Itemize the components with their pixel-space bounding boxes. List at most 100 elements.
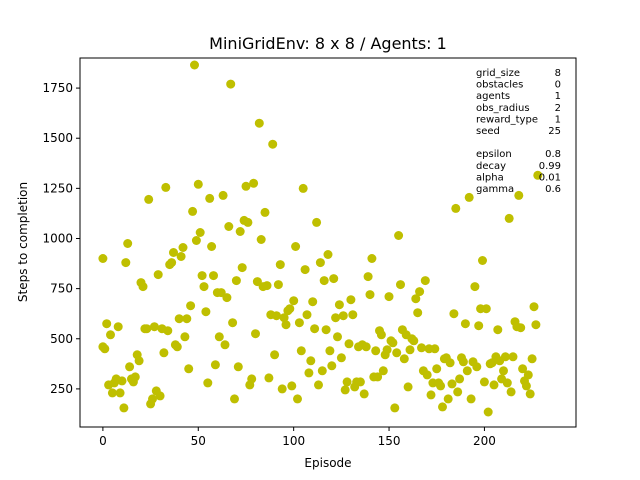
info-value: 0	[555, 80, 561, 91]
data-point	[172, 342, 182, 352]
data-point	[251, 329, 260, 339]
data-point	[203, 378, 213, 388]
data-point	[474, 321, 484, 331]
data-point	[346, 295, 356, 305]
y-axis-label: Steps to completion	[16, 182, 30, 302]
plot-frame	[79, 57, 577, 428]
data-point	[291, 242, 301, 251]
y-tick-label: 1000	[42, 231, 73, 245]
data-point	[466, 394, 476, 404]
data-point	[270, 350, 280, 360]
data-point	[502, 378, 512, 388]
info-key: epsilon	[476, 149, 512, 160]
data-point	[201, 307, 211, 317]
data-point	[310, 324, 320, 334]
data-point	[472, 362, 482, 372]
scatter-points	[98, 60, 543, 417]
data-point	[422, 370, 432, 380]
data-point	[462, 366, 472, 376]
data-point	[243, 217, 253, 227]
info-value: 2	[555, 103, 561, 114]
data-point	[182, 314, 192, 324]
data-point	[508, 352, 518, 362]
x-axis-label: Episode	[304, 456, 351, 470]
data-point	[373, 372, 383, 382]
data-point	[249, 178, 259, 188]
data-point	[209, 271, 218, 281]
data-point	[197, 271, 207, 281]
data-point	[176, 252, 186, 261]
data-point	[100, 344, 110, 354]
data-point	[123, 239, 133, 248]
data-point	[438, 402, 447, 412]
data-point	[106, 330, 115, 340]
data-point	[159, 348, 169, 358]
data-point	[363, 272, 373, 282]
data-point	[260, 207, 270, 217]
data-point	[302, 310, 312, 320]
data-point	[174, 314, 184, 324]
data-point	[348, 310, 358, 320]
y-tick-label: 1250	[42, 181, 73, 195]
data-point	[119, 403, 129, 413]
data-point	[525, 389, 535, 399]
data-point	[382, 345, 392, 355]
data-point	[294, 318, 304, 328]
data-point	[153, 270, 163, 280]
data-point	[230, 394, 239, 404]
data-point	[521, 381, 531, 391]
data-point	[195, 228, 205, 237]
info-key: seed	[476, 126, 500, 137]
data-point	[237, 263, 247, 273]
data-point	[317, 366, 327, 376]
data-point	[281, 320, 291, 330]
data-point	[199, 282, 209, 292]
y-tick-label: 750	[50, 282, 73, 296]
data-point	[376, 330, 386, 340]
data-point	[447, 379, 457, 389]
data-point	[113, 322, 123, 332]
y-tick-label: 250	[50, 382, 73, 396]
data-point	[533, 170, 543, 180]
data-point	[134, 356, 144, 366]
data-point	[319, 276, 329, 286]
info-key: obstacles	[476, 80, 523, 91]
data-point	[287, 381, 297, 391]
info-key: obs_radius	[476, 103, 530, 114]
data-point	[388, 338, 398, 348]
chart-title: MiniGridEnv: 8 x 8 / Agents: 1	[209, 34, 447, 53]
data-point	[304, 368, 314, 378]
data-point	[504, 213, 514, 223]
data-point	[218, 190, 228, 200]
data-point	[342, 377, 352, 387]
data-point	[518, 364, 528, 374]
data-point	[161, 182, 171, 192]
data-point	[378, 366, 388, 376]
data-point	[98, 254, 108, 263]
data-point	[430, 344, 440, 354]
info-key: agents	[476, 91, 510, 102]
data-point	[355, 377, 365, 387]
data-point	[479, 377, 489, 387]
info-value: 0.01	[539, 172, 561, 183]
x-tick-label: 200	[473, 434, 496, 448]
data-point	[367, 254, 377, 263]
x-tick-label: 0	[99, 434, 107, 448]
info-key: decay	[476, 161, 506, 172]
data-point	[493, 325, 503, 335]
y-tick-label: 1500	[42, 131, 73, 145]
data-point	[293, 394, 302, 404]
data-point	[314, 380, 323, 390]
info-value: 1	[555, 91, 561, 102]
data-point	[167, 258, 177, 268]
data-point	[321, 325, 331, 335]
data-point	[436, 381, 446, 391]
data-point	[191, 236, 201, 245]
data-point	[323, 250, 333, 259]
y-tick-label: 1750	[42, 81, 73, 95]
data-point	[285, 304, 295, 314]
data-point	[338, 311, 348, 321]
info-key: reward_type	[476, 114, 538, 125]
data-point	[506, 387, 516, 397]
data-point	[115, 388, 125, 398]
